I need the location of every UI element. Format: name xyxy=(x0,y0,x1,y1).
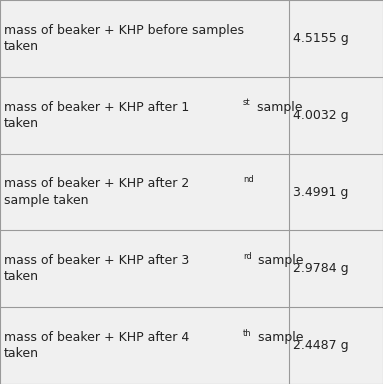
Text: mass of beaker + KHP after 4: mass of beaker + KHP after 4 xyxy=(4,331,189,344)
Text: taken: taken xyxy=(4,40,39,53)
Text: 2.4487 g: 2.4487 g xyxy=(293,339,349,352)
Text: mass of beaker + KHP after 1: mass of beaker + KHP after 1 xyxy=(4,101,189,114)
Text: st: st xyxy=(243,98,250,108)
Text: taken: taken xyxy=(4,270,39,283)
Text: mass of beaker + KHP before samples: mass of beaker + KHP before samples xyxy=(4,24,244,37)
Text: 4.0032 g: 4.0032 g xyxy=(293,109,349,122)
Text: taken: taken xyxy=(4,117,39,130)
Text: nd: nd xyxy=(243,175,254,184)
Text: taken: taken xyxy=(4,347,39,360)
Text: sample: sample xyxy=(254,331,303,344)
Text: sample taken: sample taken xyxy=(4,194,88,207)
Text: 4.5155 g: 4.5155 g xyxy=(293,32,349,45)
Text: rd: rd xyxy=(243,252,252,261)
Text: 3.4991 g: 3.4991 g xyxy=(293,185,349,199)
Text: th: th xyxy=(243,329,252,338)
Text: mass of beaker + KHP after 2: mass of beaker + KHP after 2 xyxy=(4,177,189,190)
Text: sample: sample xyxy=(253,101,302,114)
Text: 2.9784 g: 2.9784 g xyxy=(293,262,349,275)
Text: mass of beaker + KHP after 3: mass of beaker + KHP after 3 xyxy=(4,254,189,267)
Text: sample: sample xyxy=(254,254,304,267)
